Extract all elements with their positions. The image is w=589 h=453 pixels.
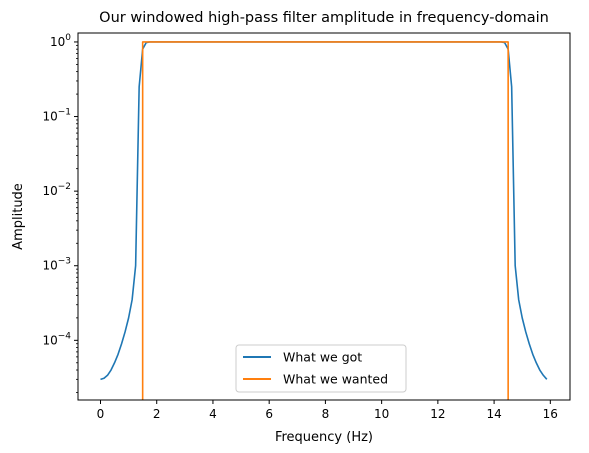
x-tick-label: 6 <box>265 407 273 421</box>
x-tick-label: 8 <box>322 407 330 421</box>
x-tick-label: 10 <box>374 407 389 421</box>
legend-label-what-we-wanted: What we wanted <box>283 372 388 387</box>
x-tick-label: 0 <box>97 407 105 421</box>
x-tick-label: 4 <box>209 407 217 421</box>
x-tick-label: 2 <box>153 407 161 421</box>
x-tick-label: 14 <box>486 407 501 421</box>
x-tick-label: 16 <box>543 407 558 421</box>
plot-frame <box>77 32 571 401</box>
y-tick-label: 10−3 <box>42 257 71 273</box>
series-layer <box>100 41 548 400</box>
y-tick-label: 10−4 <box>42 331 71 347</box>
y-axis-label: Amplitude <box>11 183 26 250</box>
x-axis-label: Frequency (Hz) <box>275 430 373 445</box>
y-tick-label: 10−1 <box>42 108 71 124</box>
legend-label-what-we-got: What we got <box>283 350 362 365</box>
y-axis: 100 10−1 10−2 10−3 10−4 <box>42 33 78 393</box>
legend-box <box>235 344 407 393</box>
y-tick-label: 10−2 <box>42 182 71 198</box>
y-tick-label: 100 <box>50 33 71 49</box>
chart-title: Our windowed high-pass filter amplitude … <box>99 10 549 26</box>
x-tick-label: 12 <box>430 407 445 421</box>
legend: What we got What we wanted <box>235 344 407 393</box>
series-line-what-we-wanted <box>141 41 509 400</box>
x-axis: 0 2 4 6 8 10 12 14 16 <box>97 400 558 421</box>
series-line-what-we-got <box>100 41 548 381</box>
